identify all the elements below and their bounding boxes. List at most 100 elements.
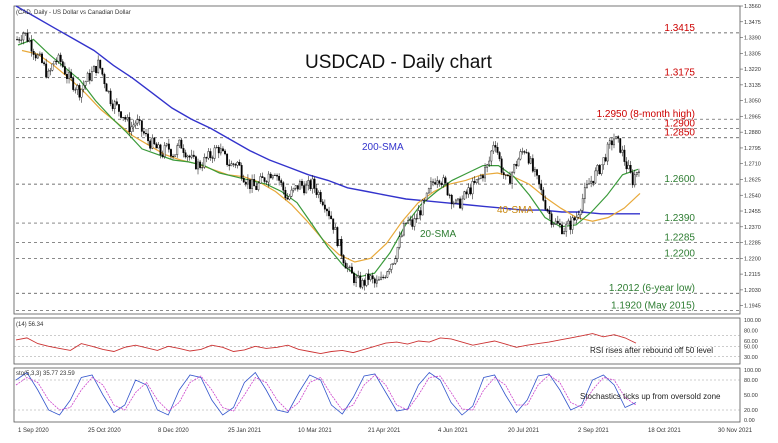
stoch-annotation: Stochastics ticks up from oversold zone [580, 392, 721, 401]
y-tick-label: 1.2965 [744, 114, 761, 120]
candle-body [315, 188, 318, 195]
candle-body [95, 65, 98, 74]
candle-body [494, 145, 497, 148]
candle-body [573, 217, 576, 221]
candle-body [118, 104, 120, 112]
candle-body [534, 169, 536, 172]
y-tick-label: 1.1945 [744, 304, 761, 310]
candle-body [63, 66, 66, 75]
candle-body [184, 152, 187, 158]
y-tick-label: 1.2200 [744, 256, 761, 262]
candle-body [627, 165, 630, 170]
candle-body [311, 178, 314, 190]
candle-body [504, 174, 507, 176]
candle-body [565, 223, 568, 232]
candle-body [163, 145, 166, 157]
candle-body [373, 278, 376, 284]
candle-body [338, 239, 341, 247]
candle-body [427, 188, 430, 194]
candle-body [103, 74, 106, 85]
candle-body [224, 150, 226, 155]
candle-body [434, 182, 437, 185]
y-tick-label: 1.2540 [744, 193, 761, 199]
y-tick-label: 1.2370 [744, 225, 761, 231]
candle-body [296, 185, 299, 190]
candle-body [261, 176, 264, 178]
level-label: 1.3175 [664, 67, 695, 78]
candle-body [53, 60, 56, 65]
y-tick-label: 1.3390 [744, 36, 761, 42]
candle-body [561, 224, 563, 235]
sma20-annotation: 20-SMA [420, 229, 456, 240]
candle-body [394, 258, 397, 264]
candle-body [194, 156, 197, 170]
candle-body [238, 162, 241, 166]
candle-body [159, 144, 162, 155]
candle-body [211, 157, 214, 159]
candle-body [274, 174, 276, 176]
level-label: 1.2390 [664, 213, 695, 224]
candle-body [328, 210, 330, 217]
candle-body [332, 218, 335, 230]
candle-body [444, 177, 447, 184]
candle-body [554, 220, 557, 225]
candle-body [301, 181, 303, 186]
candle-body [500, 158, 503, 173]
candle-body [107, 90, 110, 92]
y-tick-label: 1.3135 [744, 83, 761, 89]
candle-body [263, 177, 266, 182]
candle-body [452, 202, 455, 205]
candle-body [450, 194, 453, 205]
candle-body [621, 149, 624, 153]
y-tick-label: 1.3305 [744, 51, 761, 57]
candle-body [34, 54, 37, 59]
candle-body [109, 90, 112, 105]
candle-body [170, 149, 172, 157]
candle-body [413, 218, 416, 227]
candle-body [477, 178, 480, 180]
candle-body [138, 119, 141, 121]
candle-body [76, 85, 79, 90]
candle-body [586, 184, 588, 188]
x-tick-label: 4 Jun 2021 [438, 428, 468, 434]
candle-body [230, 163, 233, 167]
candle-body [390, 263, 393, 270]
rsi-tick-label: 30.00 [744, 355, 758, 361]
level-label: 1.2600 [664, 174, 695, 185]
candle-body [217, 146, 220, 154]
candle-body [51, 63, 54, 71]
candle-body [583, 187, 586, 199]
x-tick-label: 30 Nov 2021 [718, 428, 753, 434]
y-tick-label: 1.3475 [744, 20, 761, 26]
candle-body [174, 154, 177, 157]
candle-body [276, 174, 278, 177]
candle-body [126, 117, 129, 120]
candle-body [588, 183, 590, 185]
candle-body [415, 218, 418, 220]
candle-body [350, 266, 353, 274]
candle-body [255, 185, 258, 190]
candle-body [357, 275, 360, 278]
candle-body [124, 116, 127, 120]
candle-body [467, 187, 470, 195]
level-label: 1.2850 [664, 128, 695, 139]
candle-body [47, 70, 50, 78]
candle-body [596, 165, 599, 172]
candle-body [192, 154, 195, 157]
level-label: 1.2950 (8-month high) [597, 109, 695, 120]
candle-body [540, 183, 543, 191]
candle-body [188, 155, 191, 158]
stoch-tick-label: 50.00 [744, 393, 758, 399]
candle-body [384, 277, 387, 279]
candle-body [473, 181, 476, 183]
candle-body [280, 180, 283, 183]
candle-body [298, 181, 301, 190]
price-panel [13, 5, 741, 315]
candle-body [602, 157, 605, 166]
candle-body [608, 140, 611, 145]
candle-body [142, 131, 145, 134]
candle-body [309, 180, 312, 190]
candle-body [334, 227, 337, 230]
candle-body [88, 72, 91, 81]
candle-body [161, 154, 164, 157]
